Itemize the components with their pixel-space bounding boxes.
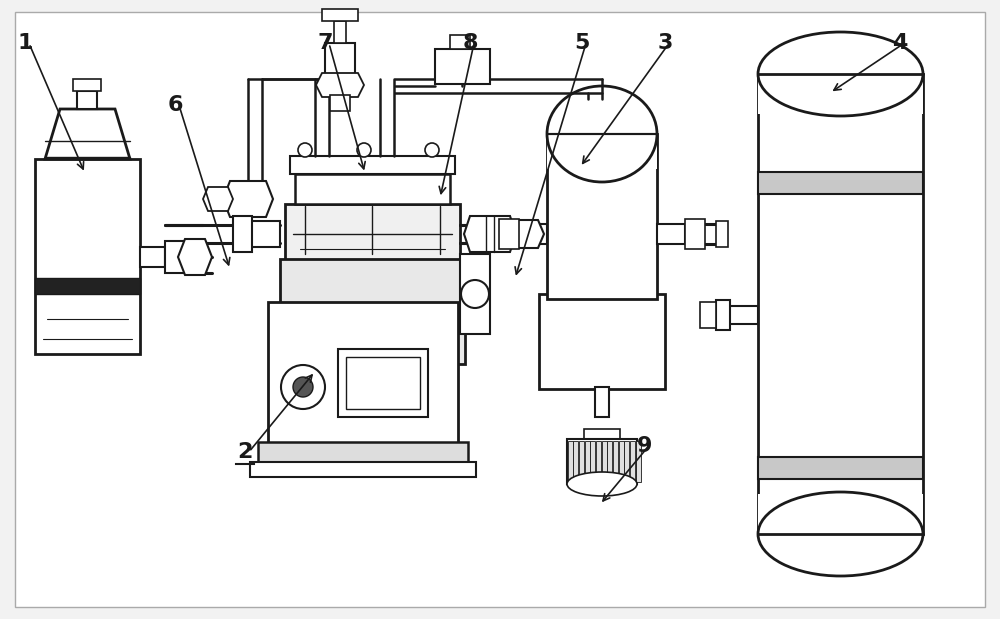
Bar — [73, 79, 101, 91]
Bar — [290, 156, 455, 174]
Bar — [233, 216, 252, 252]
Text: 1: 1 — [17, 33, 33, 53]
Bar — [596, 441, 601, 482]
Bar — [585, 441, 590, 482]
Bar — [539, 294, 665, 389]
Bar — [758, 72, 923, 114]
Bar — [334, 21, 346, 43]
Bar — [700, 302, 716, 328]
Text: 8: 8 — [462, 33, 478, 53]
Polygon shape — [45, 109, 130, 159]
Bar — [35, 159, 140, 354]
Bar — [607, 441, 612, 482]
Bar — [295, 174, 450, 204]
Bar — [77, 91, 97, 109]
Bar — [499, 219, 519, 249]
Text: 9: 9 — [637, 436, 653, 456]
Bar — [630, 441, 635, 482]
Bar — [435, 49, 490, 84]
Bar — [325, 43, 355, 81]
Bar — [657, 224, 685, 244]
Bar — [584, 429, 620, 441]
Bar — [568, 441, 573, 482]
Bar — [330, 95, 350, 111]
Ellipse shape — [758, 492, 923, 576]
Bar — [165, 241, 185, 273]
Bar — [758, 74, 923, 534]
Text: 2: 2 — [237, 442, 253, 462]
Polygon shape — [203, 187, 233, 211]
Bar — [547, 119, 657, 169]
Text: 6: 6 — [167, 95, 183, 115]
Bar — [285, 204, 460, 264]
Bar — [250, 221, 280, 247]
Bar — [346, 357, 420, 409]
Bar — [716, 300, 730, 330]
Bar — [602, 441, 607, 482]
Polygon shape — [506, 220, 544, 248]
Bar — [613, 441, 618, 482]
Ellipse shape — [357, 143, 371, 157]
Text: 7: 7 — [317, 33, 333, 53]
Bar — [590, 441, 595, 482]
Bar — [322, 9, 358, 21]
Bar — [567, 439, 637, 484]
Bar — [624, 441, 629, 482]
Bar — [250, 462, 476, 477]
Text: 4: 4 — [892, 33, 908, 53]
Ellipse shape — [461, 280, 489, 308]
Ellipse shape — [293, 377, 313, 397]
Ellipse shape — [298, 143, 312, 157]
Ellipse shape — [547, 86, 657, 182]
Polygon shape — [223, 181, 273, 217]
Ellipse shape — [425, 143, 439, 157]
Ellipse shape — [758, 32, 923, 116]
Polygon shape — [464, 216, 516, 252]
Bar — [35, 278, 140, 294]
Polygon shape — [178, 239, 212, 275]
Ellipse shape — [567, 472, 637, 496]
Bar — [258, 442, 468, 467]
Bar — [636, 441, 641, 482]
Bar — [595, 387, 609, 417]
Bar — [338, 349, 428, 417]
Bar — [140, 247, 165, 267]
Bar — [685, 219, 705, 249]
Bar — [450, 35, 470, 49]
Polygon shape — [316, 73, 364, 97]
Ellipse shape — [281, 365, 325, 409]
Bar — [573, 441, 578, 482]
Bar — [268, 302, 458, 447]
Bar — [716, 221, 728, 247]
Bar — [758, 494, 923, 536]
Bar — [579, 441, 584, 482]
Bar — [619, 441, 624, 482]
Bar — [460, 254, 490, 334]
Bar — [280, 259, 465, 364]
Bar — [728, 306, 758, 324]
Text: 5: 5 — [574, 33, 590, 53]
Bar — [758, 172, 923, 194]
Bar — [547, 134, 657, 299]
Bar — [758, 457, 923, 479]
Text: 3: 3 — [657, 33, 673, 53]
Bar — [519, 224, 547, 244]
